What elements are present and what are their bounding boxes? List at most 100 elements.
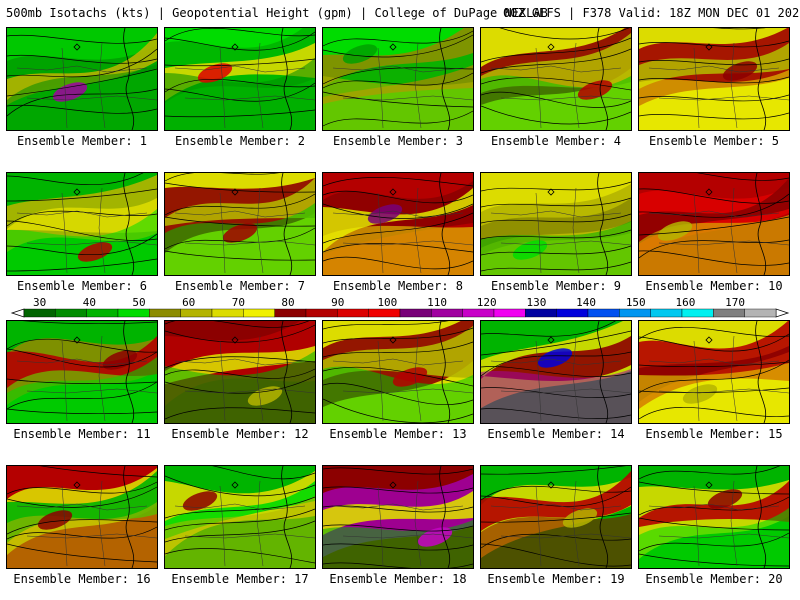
colorbar-swatch (305, 308, 338, 318)
colorbar-swatch (744, 308, 777, 318)
colorbar-tick-label: 160 (675, 296, 696, 309)
ensemble-member-label: Ensemble Member: 19 (487, 572, 625, 586)
isotach-map (481, 321, 631, 423)
map-title: 500mb Isotachs (kts) | Geopotential Heig… (6, 6, 548, 20)
ensemble-member-label: Ensemble Member: 10 (645, 279, 783, 293)
ensemble-member-label: Ensemble Member: 2 (174, 134, 306, 148)
isotach-map (165, 466, 315, 568)
ensemble-panel-19 (480, 465, 632, 569)
ensemble-member-label: Ensemble Member: 15 (645, 427, 783, 441)
colorbar-swatch (55, 308, 87, 318)
colorbar-tick-label: 100 (377, 296, 398, 309)
ensemble-panel-18 (322, 465, 474, 569)
ensemble-panel-1 (6, 27, 158, 131)
colorbar-swatch (431, 308, 463, 318)
ensemble-member-label: Ensemble Member: 12 (171, 427, 309, 441)
colorbar-strip (10, 308, 790, 318)
colorbar-swatch (587, 308, 620, 318)
ensemble-panel-14 (480, 320, 632, 424)
ensemble-member-label: Ensemble Member: 8 (332, 279, 464, 293)
ensemble-panel-16 (6, 465, 158, 569)
isotach-map (7, 321, 157, 423)
colorbar-swatch (399, 308, 432, 318)
colorbar-swatch (117, 308, 150, 318)
isotach-map (323, 466, 473, 568)
ensemble-member-label: Ensemble Member: 9 (490, 279, 622, 293)
ensemble-panel-11 (6, 320, 158, 424)
colorbar-swatch (493, 308, 526, 318)
colorbar-tick-label: 90 (331, 296, 345, 309)
model-run-info: 00Z GEFS | F378 Valid: 18Z MON DEC 01 20… (503, 6, 800, 20)
ensemble-panel-6 (6, 172, 158, 276)
ensemble-member-label: Ensemble Member: 4 (490, 134, 622, 148)
isotach-map (165, 321, 315, 423)
colorbar-swatch (211, 308, 244, 318)
isotach-map (323, 28, 473, 130)
ensemble-member-label: Ensemble Member: 1 (16, 134, 148, 148)
isotach-map (7, 466, 157, 568)
colorbar-tick-label: 150 (625, 296, 646, 309)
colorbar-tick-label: 40 (82, 296, 96, 309)
ensemble-member-label: Ensemble Member: 3 (332, 134, 464, 148)
isotach-map (481, 28, 631, 130)
colorbar-tick-label: 140 (576, 296, 597, 309)
ensemble-panel-13 (322, 320, 474, 424)
isotach-map (639, 466, 789, 568)
isotach-map (481, 173, 631, 275)
ensemble-member-label: Ensemble Member: 14 (487, 427, 625, 441)
colorbar-swatch (556, 308, 589, 318)
colorbar-swatch (243, 308, 275, 318)
isotach-map (7, 28, 157, 130)
colorbar-swatch (23, 308, 56, 318)
ensemble-member-label: Ensemble Member: 11 (13, 427, 151, 441)
colorbar-swatch (337, 308, 369, 318)
colorbar-tick-label: 120 (476, 296, 497, 309)
colorbar-tick-label: 170 (725, 296, 746, 309)
colorbar-tick-label: 50 (132, 296, 146, 309)
ensemble-panel-7 (164, 172, 316, 276)
isotach-map (481, 466, 631, 568)
isotach-map (323, 173, 473, 275)
colorbar-swatch (681, 308, 714, 318)
colorbar-tick-label: 80 (281, 296, 295, 309)
ensemble-panel-8 (322, 172, 474, 276)
ensemble-panel-5 (638, 27, 790, 131)
colorbar-swatch (180, 308, 213, 318)
isotach-map (639, 173, 789, 275)
ensemble-panel-10 (638, 172, 790, 276)
colorbar-swatch (86, 308, 119, 318)
ensemble-member-label: Ensemble Member: 16 (13, 572, 151, 586)
ensemble-panel-2 (164, 27, 316, 131)
ensemble-panel-15 (638, 320, 790, 424)
ensemble-member-label: Ensemble Member: 17 (171, 572, 309, 586)
colorbar-swatch (525, 308, 557, 318)
ensemble-panel-17 (164, 465, 316, 569)
colorbar-swatch (149, 308, 181, 318)
ensemble-member-label: Ensemble Member: 18 (329, 572, 467, 586)
isotach-map (165, 28, 315, 130)
isotach-map (639, 28, 789, 130)
isotach-map (639, 321, 789, 423)
ensemble-member-label: Ensemble Member: 5 (648, 134, 780, 148)
colorbar-tick-label: 110 (427, 296, 447, 309)
isotach-map (165, 173, 315, 275)
colorbar-tick-label: 30 (33, 296, 47, 309)
ensemble-member-label: Ensemble Member: 6 (16, 279, 148, 293)
colorbar-swatch (619, 308, 651, 318)
ensemble-panel-20 (638, 465, 790, 569)
ensemble-member-label: Ensemble Member: 7 (174, 279, 306, 293)
colorbar-swatch (462, 308, 495, 318)
ensemble-panel-9 (480, 172, 632, 276)
isotach-colorbar: 30 40 50 60 70 80 90 100 110 120 130 140 150 160 170 (10, 296, 790, 320)
isotach-map (7, 173, 157, 275)
colorbar-tick-label: 60 (182, 296, 196, 309)
ensemble-panel-3 (322, 27, 474, 131)
colorbar-tick-label: 130 (526, 296, 547, 309)
colorbar-swatch (274, 308, 307, 318)
ensemble-panel-4 (480, 27, 632, 131)
colorbar-swatch (713, 308, 745, 318)
ensemble-panel-12 (164, 320, 316, 424)
isotach-map (323, 321, 473, 423)
colorbar-swatch (650, 308, 683, 318)
colorbar-tick-label: 70 (231, 296, 245, 309)
